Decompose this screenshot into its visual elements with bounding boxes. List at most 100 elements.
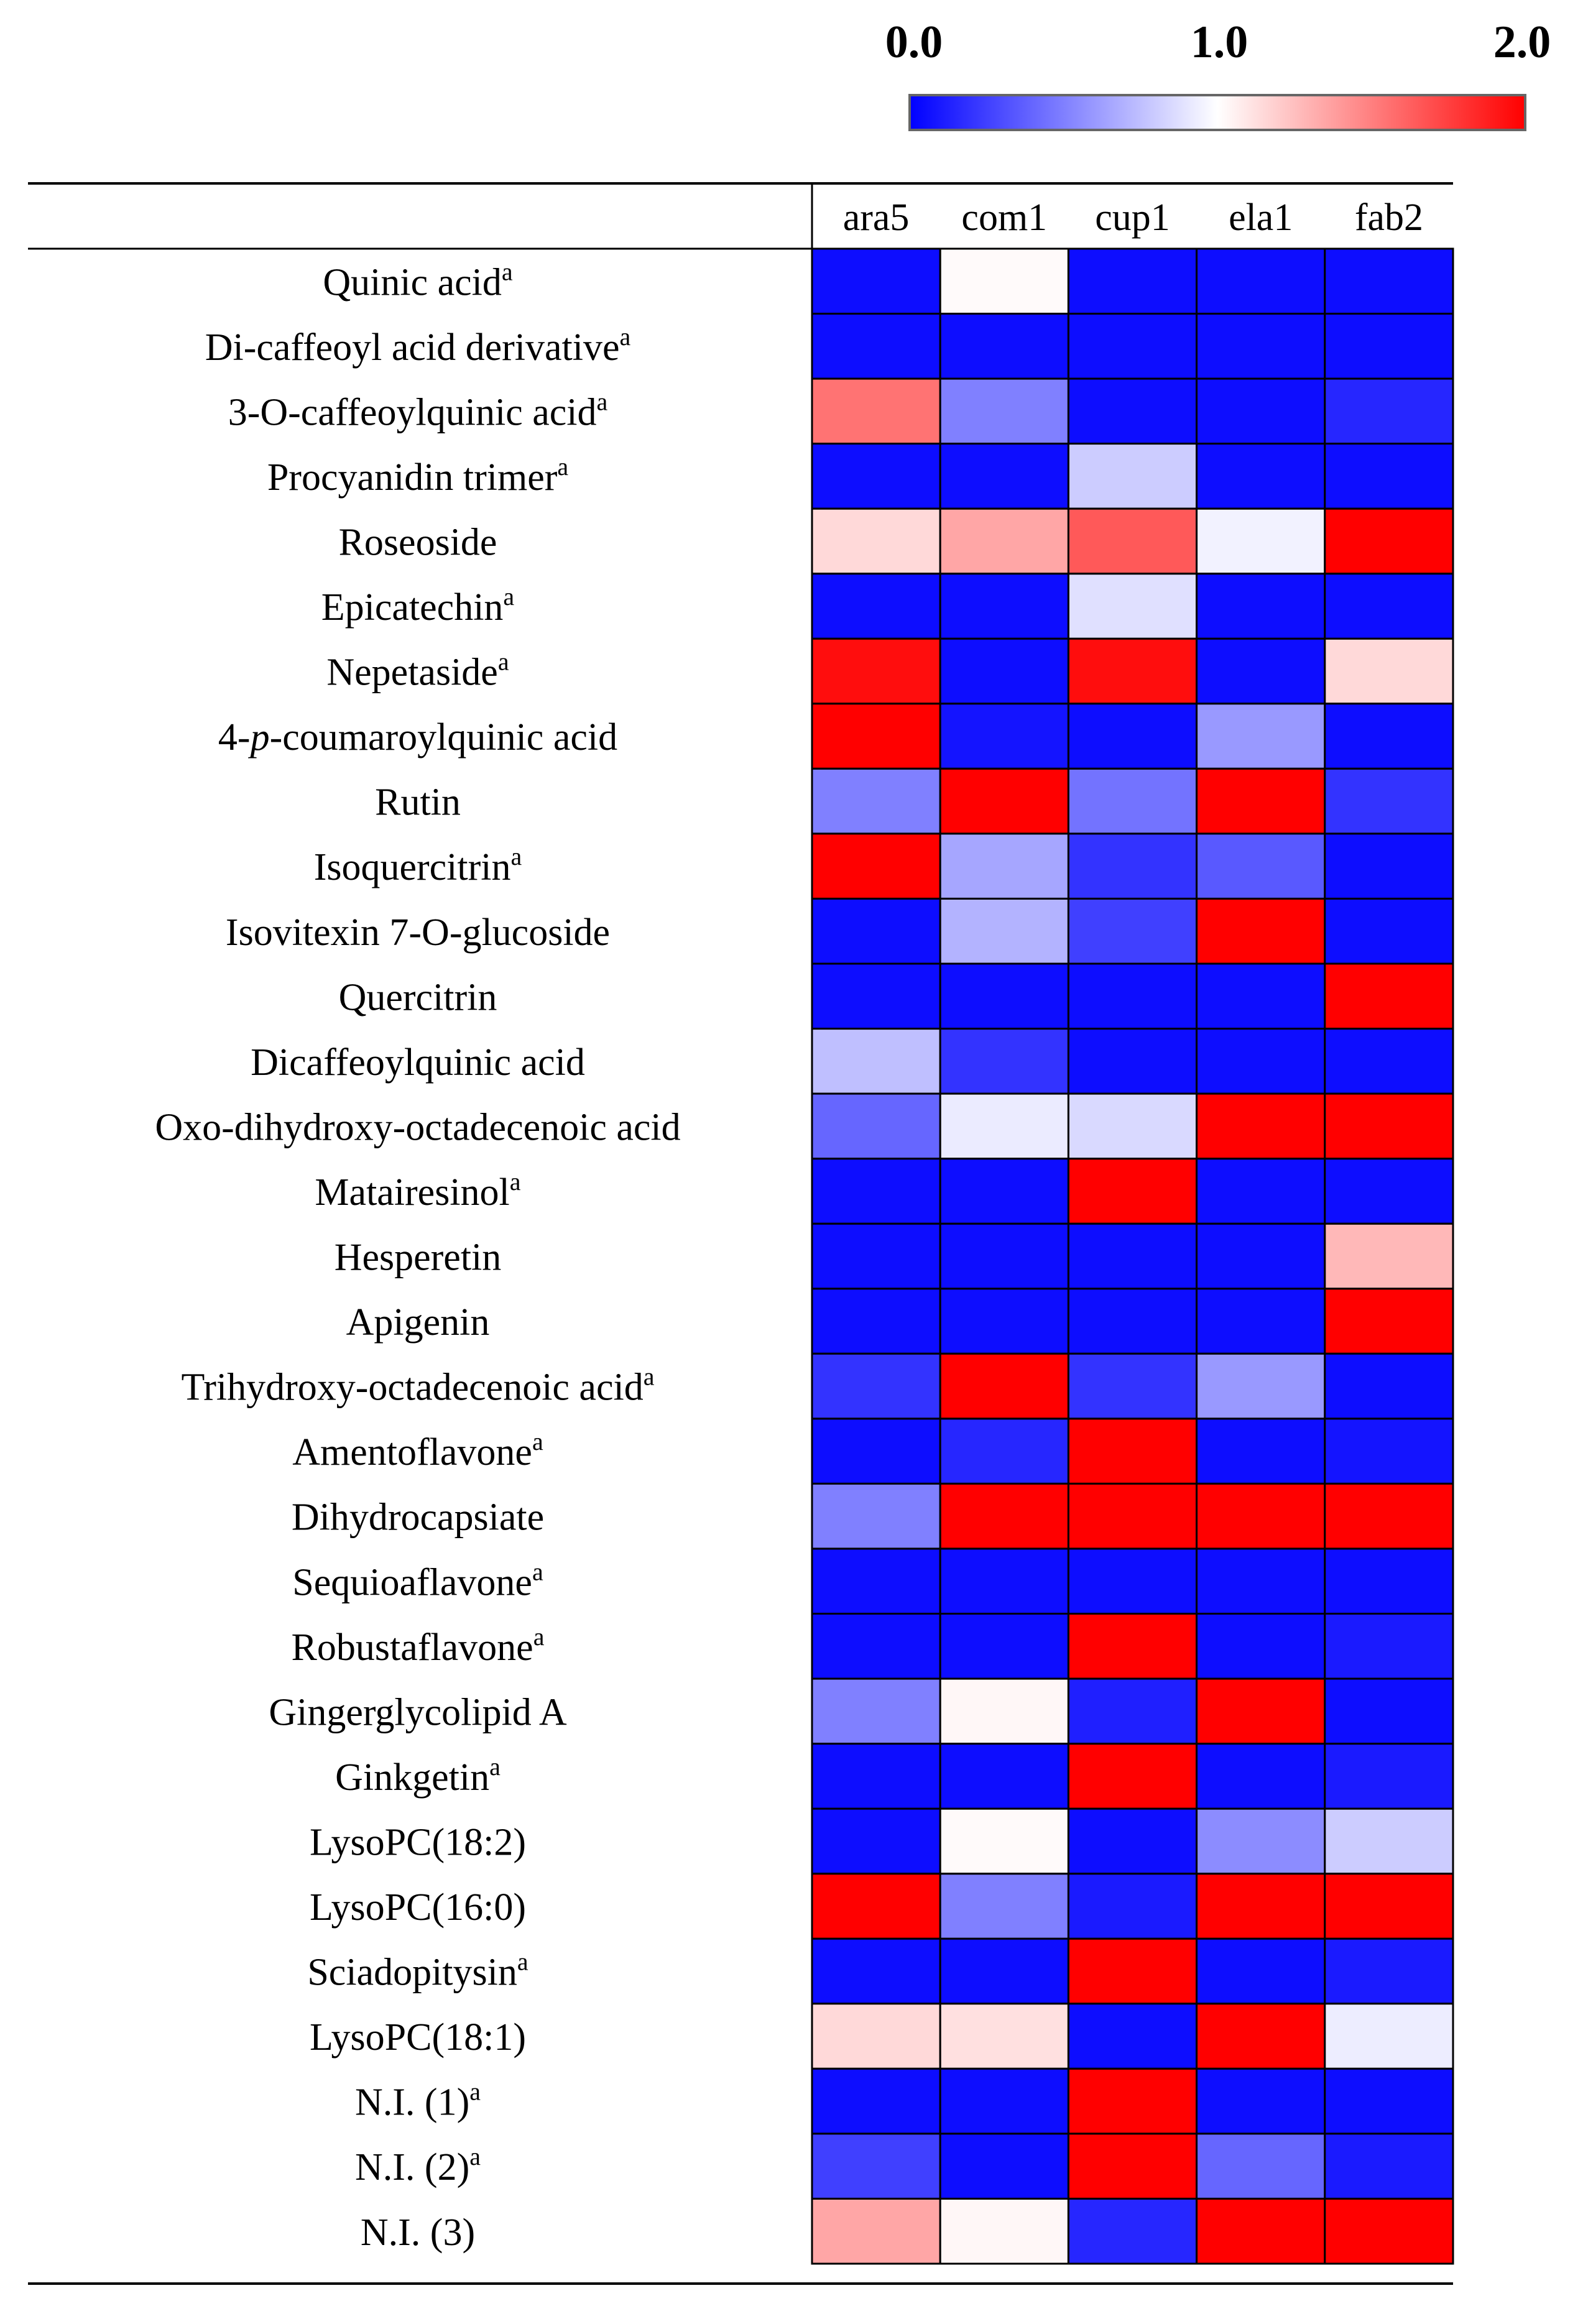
heatmap-cell xyxy=(1324,1352,1454,1420)
heatmap-cell xyxy=(1067,767,1198,835)
heatmap-cell xyxy=(1067,1288,1198,1355)
row-label: 4-p-coumaroylquinic acid xyxy=(218,716,617,759)
heatmap-cell xyxy=(1196,1743,1326,1810)
heatmap-cell xyxy=(939,313,1069,380)
colorbar xyxy=(908,94,1526,131)
heatmap-cell xyxy=(811,1028,941,1095)
heatmap-cell xyxy=(939,898,1069,965)
heatmap-cell xyxy=(1324,507,1454,575)
heatmap-cell xyxy=(1324,2003,1454,2070)
heatmap-cell xyxy=(811,1613,941,1680)
heatmap-cell xyxy=(811,1352,941,1420)
heatmap-cell xyxy=(1196,2133,1326,2200)
heatmap-cell xyxy=(1324,1288,1454,1355)
heatmap-cell xyxy=(1324,1937,1454,2005)
heatmap-cell xyxy=(1324,832,1454,900)
heatmap-cell xyxy=(1196,2067,1326,2135)
row-label: Dihydrocapsiate xyxy=(292,1496,544,1539)
heatmap-cell xyxy=(811,637,941,705)
heatmap-cell xyxy=(811,1418,941,1485)
heatmap-cell xyxy=(811,1547,941,1615)
row-label: LysoPC(18:1) xyxy=(310,2016,526,2059)
column-label-cup1: cup1 xyxy=(1095,196,1170,239)
heatmap-cell xyxy=(1067,1743,1198,1810)
heatmap-cell xyxy=(939,1158,1069,1225)
heatmap-cell xyxy=(1067,1547,1198,1615)
heatmap-cell xyxy=(1324,2133,1454,2200)
heatmap-cell xyxy=(1067,1092,1198,1160)
heatmap-cell xyxy=(939,1937,1069,2005)
superscript-a: a xyxy=(489,1753,501,1781)
heatmap-cell xyxy=(1324,247,1454,315)
heatmap-cell xyxy=(1196,377,1326,445)
heatmap-cell xyxy=(1196,1547,1326,1615)
heatmap-cell xyxy=(811,767,941,835)
heatmap-cell xyxy=(1196,898,1326,965)
heatmap-cell xyxy=(939,1807,1069,1875)
heatmap-cell xyxy=(1067,1677,1198,1745)
superscript-a: a xyxy=(557,453,568,481)
heatmap-cell xyxy=(811,1873,941,1940)
heatmap-cell xyxy=(811,1743,941,1810)
heatmap-cell xyxy=(1196,443,1326,510)
colorbar-tick-mid: 1.0 xyxy=(1191,17,1248,68)
row-label: Dicaffeoylquinic acid xyxy=(251,1041,585,1084)
superscript-a: a xyxy=(619,323,630,351)
heatmap-cell xyxy=(1324,1547,1454,1615)
heatmap-cell xyxy=(1324,573,1454,640)
heatmap-cell xyxy=(1196,2003,1326,2070)
heatmap-cell xyxy=(811,247,941,315)
heatmap-cell xyxy=(1067,1807,1198,1875)
heatmap-cell xyxy=(811,2067,941,2135)
heatmap-cell xyxy=(1324,1222,1454,1290)
heatmap-cell xyxy=(939,573,1069,640)
row-label: N.I. (2)a xyxy=(355,2142,481,2188)
heatmap-cell xyxy=(939,1418,1069,1485)
column-label-ela1: ela1 xyxy=(1229,196,1293,239)
heatmap-cell xyxy=(1067,1028,1198,1095)
row-label: Sciadopitysina xyxy=(307,1948,528,1994)
heatmap-cell xyxy=(939,377,1069,445)
heatmap-cell xyxy=(1324,1158,1454,1225)
row-label: Sequioaflavonea xyxy=(292,1557,543,1603)
heatmap-cell xyxy=(939,1352,1069,1420)
heatmap-cell xyxy=(1324,2198,1454,2265)
heatmap-cell xyxy=(811,2133,941,2200)
heatmap-cell xyxy=(811,377,941,445)
heatmap-cell xyxy=(1196,1288,1326,1355)
heatmap-cell xyxy=(1196,1482,1326,1550)
row-label: Gingerglycolipid A xyxy=(269,1691,567,1733)
heatmap-cell xyxy=(1196,573,1326,640)
heatmap-cell xyxy=(1196,1222,1326,1290)
row-label: Epicatechina xyxy=(321,583,515,629)
heatmap-cell xyxy=(939,832,1069,900)
heatmap-cell xyxy=(811,507,941,575)
row-label: Di-caffeoyl acid derivativea xyxy=(205,323,631,369)
heatmap-cell xyxy=(1324,1807,1454,1875)
heatmap-cell xyxy=(811,898,941,965)
heatmap-cell xyxy=(1067,507,1198,575)
heatmap-cell xyxy=(1324,443,1454,510)
heatmap-cell xyxy=(1067,1352,1198,1420)
heatmap-cell xyxy=(939,1482,1069,1550)
heatmap-cell xyxy=(1324,1028,1454,1095)
heatmap-cell xyxy=(1324,703,1454,770)
heatmap-cell xyxy=(811,2003,941,2070)
row-label: Quinic acida xyxy=(323,257,513,303)
heatmap-cell xyxy=(939,2067,1069,2135)
row-label: Apigenin xyxy=(346,1301,490,1344)
heatmap-cell xyxy=(1196,1418,1326,1485)
heatmap-cell xyxy=(1196,637,1326,705)
heatmap-cell xyxy=(1196,1937,1326,2005)
heatmap-cell xyxy=(1196,962,1326,1030)
heatmap-cell xyxy=(1067,1482,1198,1550)
heatmap-cell xyxy=(1196,507,1326,575)
column-label-ara5: ara5 xyxy=(843,196,910,239)
heatmap-cell xyxy=(1196,767,1326,835)
heatmap-cell xyxy=(1067,832,1198,900)
heatmap-cell xyxy=(1324,1418,1454,1485)
heatmap-cell xyxy=(1196,247,1326,315)
heatmap-cell xyxy=(811,832,941,900)
row-label: Quercitrin xyxy=(339,976,497,1018)
heatmap-cell xyxy=(811,1937,941,2005)
